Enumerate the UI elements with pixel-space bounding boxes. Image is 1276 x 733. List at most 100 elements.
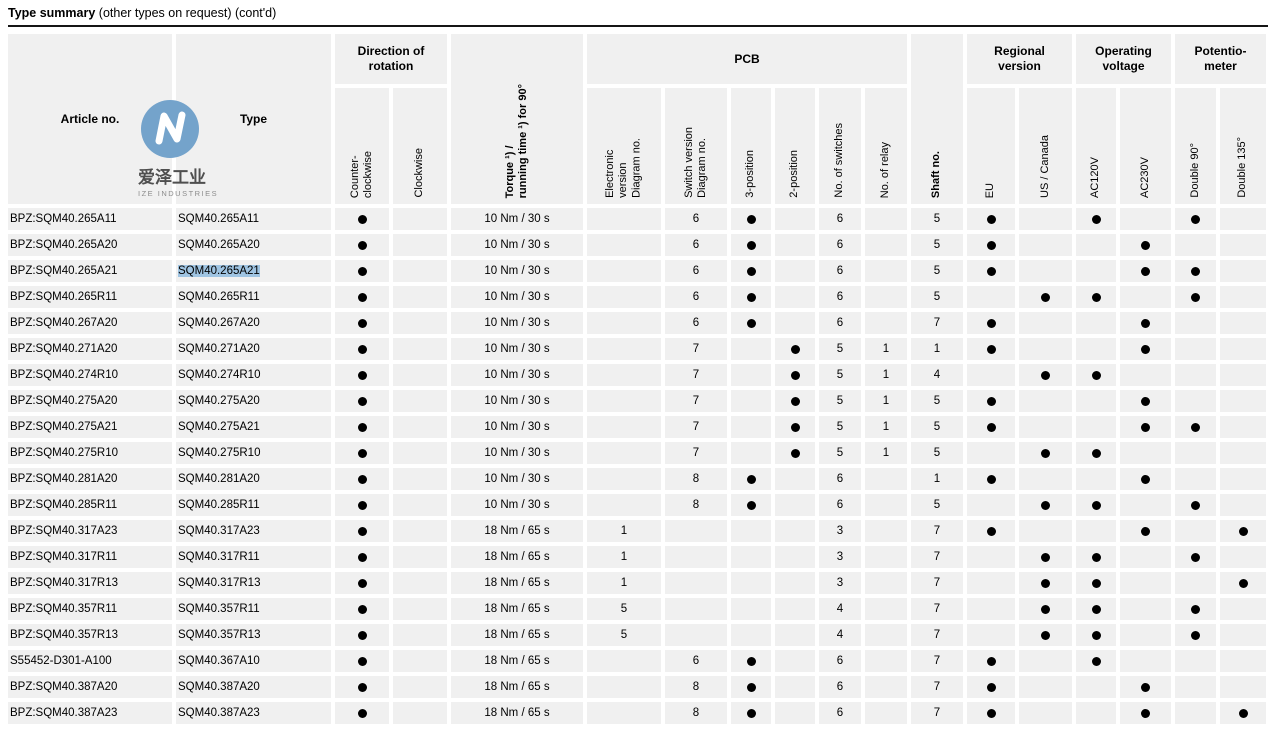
dot-marker xyxy=(1091,552,1101,562)
cell-ac230 xyxy=(1120,442,1171,464)
cell-nsw: 3 xyxy=(819,546,861,568)
cell-nrelay xyxy=(865,650,907,672)
cell-shaft: 4 xyxy=(911,364,963,386)
cell-pos3 xyxy=(731,546,771,568)
cell-ccw xyxy=(335,572,389,594)
cell-ac230 xyxy=(1120,494,1171,516)
cell-text: 7 xyxy=(933,655,941,667)
cell-d90 xyxy=(1175,338,1216,360)
cell-nsw: 6 xyxy=(819,208,861,230)
dot-marker xyxy=(357,240,367,250)
cell-text: BPZ:SQM40.285R11 xyxy=(10,499,118,511)
cell-d90 xyxy=(1175,676,1216,698)
cell-shaft: 7 xyxy=(911,702,963,724)
cell-text: 4 xyxy=(836,603,844,615)
cell-text: 10 Nm / 30 s xyxy=(484,343,550,355)
cell-type: SQM40.387A23 xyxy=(176,702,331,724)
cell-ac120 xyxy=(1076,442,1116,464)
cell-shaft: 5 xyxy=(911,416,963,438)
cell-text: SQM40.357R13 xyxy=(178,629,261,641)
cell-text: 7 xyxy=(933,525,941,537)
dot-marker xyxy=(1141,344,1150,354)
cell-article: BPZ:SQM40.275A21 xyxy=(8,416,172,438)
cell-swver: 7 xyxy=(665,416,727,438)
cell-text: 5 xyxy=(836,421,844,433)
cell-type: SQM40.265A20 xyxy=(176,234,331,256)
cell-ccw xyxy=(335,702,389,724)
cell-text: 6 xyxy=(836,707,844,719)
cell-nsw: 4 xyxy=(819,598,861,620)
cell-torque: 10 Nm / 30 s xyxy=(451,468,583,490)
cell-text: 7 xyxy=(933,577,941,589)
cell-text: BPZ:SQM40.265R11 xyxy=(10,291,118,303)
cell-text: 7 xyxy=(933,707,941,719)
cell-us xyxy=(1019,702,1072,724)
cell-torque: 18 Nm / 65 s xyxy=(451,598,583,620)
cell-text: SQM40.281A20 xyxy=(178,473,260,485)
dot-marker xyxy=(1041,448,1050,458)
cell-text: 7 xyxy=(692,447,700,459)
cell-pos2 xyxy=(775,260,815,282)
cell-text: 1 xyxy=(933,473,941,485)
cell-pos2 xyxy=(775,650,815,672)
cell-article: BPZ:SQM40.274R10 xyxy=(8,364,172,386)
dot-marker xyxy=(357,214,367,224)
cell-nrelay xyxy=(865,208,907,230)
cell-us xyxy=(1019,208,1072,230)
cell-torque: 10 Nm / 30 s xyxy=(451,364,583,386)
cell-swver: 7 xyxy=(665,390,727,412)
cell-text: 1 xyxy=(933,343,941,355)
cell-nsw: 4 xyxy=(819,624,861,646)
cell-elec: 1 xyxy=(587,546,661,568)
cell-ccw xyxy=(335,338,389,360)
cell-ac120 xyxy=(1076,650,1116,672)
cell-torque: 10 Nm / 30 s xyxy=(451,312,583,334)
cell-text: BPZ:SQM40.357R13 xyxy=(10,629,119,641)
cell-d135 xyxy=(1220,624,1266,646)
cell-pos2 xyxy=(775,234,815,256)
cell-ac230 xyxy=(1120,546,1171,568)
cell-ac230 xyxy=(1120,234,1171,256)
cell-text: SQM40.357R11 xyxy=(178,603,260,615)
cell-ccw xyxy=(335,624,389,646)
cell-nrelay xyxy=(865,494,907,516)
cell-text: 3 xyxy=(836,551,844,563)
cell-ccw xyxy=(335,520,389,542)
header-group-pcb: PCB xyxy=(587,34,907,84)
cell-ccw xyxy=(335,234,389,256)
cell-ccw xyxy=(335,286,389,308)
cell-article: BPZ:SQM40.317R11 xyxy=(8,546,172,568)
cell-ccw xyxy=(335,442,389,464)
dot-marker xyxy=(986,266,996,276)
dot-marker xyxy=(1141,240,1150,250)
cell-text: 5 xyxy=(933,213,941,225)
cell-ac230 xyxy=(1120,260,1171,282)
cell-text: 5 xyxy=(620,629,628,641)
dot-marker xyxy=(986,422,996,432)
dot-marker xyxy=(790,448,800,458)
cell-type: SQM40.387A20 xyxy=(176,676,331,698)
cell-text: 1 xyxy=(882,343,890,355)
page-title-bold: Type summary xyxy=(8,6,96,20)
dot-marker xyxy=(746,240,756,250)
cell-d135 xyxy=(1220,546,1266,568)
cell-text: SQM40.317A23 xyxy=(178,525,260,537)
dot-marker xyxy=(1191,630,1200,640)
cell-text: 10 Nm / 30 s xyxy=(484,421,550,433)
cell-article: BPZ:SQM40.275R10 xyxy=(8,442,172,464)
dot-marker xyxy=(1141,396,1150,406)
cell-ac230 xyxy=(1120,572,1171,594)
cell-swver xyxy=(665,598,727,620)
cell-text: 6 xyxy=(692,291,700,303)
cell-pos3 xyxy=(731,286,771,308)
cell-pos2 xyxy=(775,676,815,698)
cell-shaft: 7 xyxy=(911,624,963,646)
selected-text: SQM40.265A21 xyxy=(178,265,260,277)
cell-text: 8 xyxy=(692,681,700,693)
cell-nsw: 6 xyxy=(819,468,861,490)
dot-marker xyxy=(790,344,800,354)
header-electronic-version: Electronic version Diagram no. xyxy=(587,88,661,204)
cell-shaft: 7 xyxy=(911,598,963,620)
cell-torque: 10 Nm / 30 s xyxy=(451,286,583,308)
cell-text: BPZ:SQM40.265A21 xyxy=(10,265,118,277)
